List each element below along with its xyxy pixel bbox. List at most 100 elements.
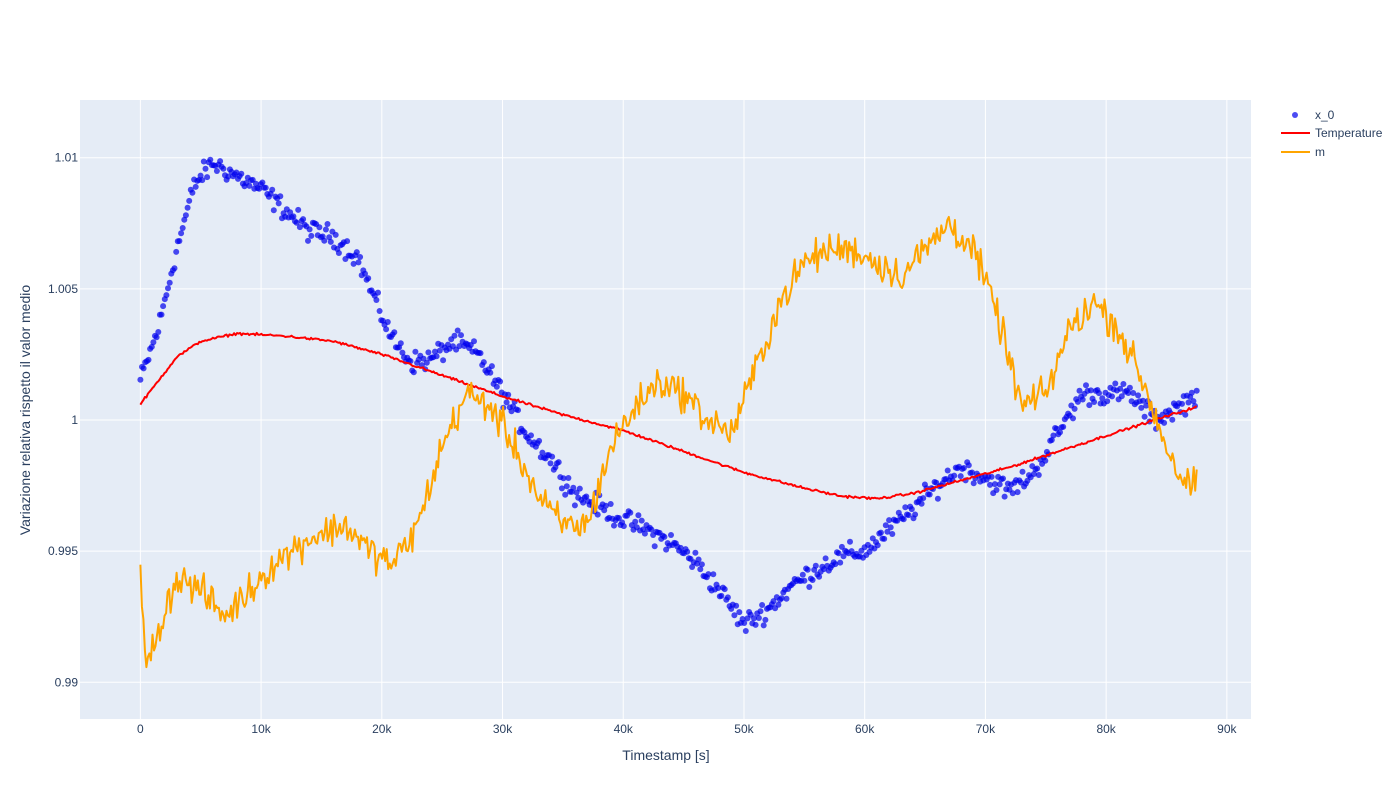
x_0-point (1104, 398, 1111, 405)
x_0-point (1014, 489, 1021, 496)
x_0-point (397, 340, 404, 347)
x_0-point (607, 501, 614, 507)
x_0-point (689, 564, 696, 570)
x_0-point (1143, 402, 1150, 409)
x_0-point (970, 480, 977, 487)
x_0-point (580, 499, 587, 506)
x_0-point (563, 483, 570, 490)
x_0-point (362, 270, 368, 277)
x_0-point (433, 353, 440, 360)
x_0-point (262, 184, 269, 191)
x_0-point (560, 475, 567, 482)
x_0-point (770, 598, 777, 605)
x_0-point (199, 177, 206, 184)
x_0-point (783, 595, 790, 602)
x_0-point (900, 516, 907, 523)
x_0-point (391, 329, 398, 336)
x_0-point (887, 524, 894, 531)
x_0-point (576, 485, 583, 492)
x_0-point (809, 577, 816, 583)
x_0-point (503, 399, 510, 406)
x_0-point (759, 602, 766, 608)
x_0-point (1030, 471, 1037, 477)
x_0-point (695, 556, 702, 563)
x_0-point (991, 481, 998, 488)
x_0-point (1079, 396, 1086, 403)
y-tick-label: 1.005 (48, 282, 78, 296)
x_0-point (1009, 490, 1016, 497)
x_0-point (926, 491, 933, 498)
x_0-point (571, 502, 578, 509)
x_0-point (296, 224, 303, 231)
x_0-point (158, 311, 165, 318)
legend: x_0 Temperature m (1281, 108, 1383, 159)
series-layer (137, 156, 1200, 669)
x_0-point (832, 561, 839, 568)
legend-item-m[interactable]: m (1281, 145, 1325, 159)
x_0-point (1019, 468, 1026, 475)
y-tick-label: 1 (71, 413, 78, 427)
x_0-point (155, 329, 162, 335)
x_0-point (165, 285, 171, 292)
x_0-point (651, 543, 658, 550)
x_0-point (752, 621, 759, 628)
x_0-point (148, 343, 155, 350)
x_0-point (225, 173, 232, 180)
x_0-point (480, 359, 487, 366)
x_0-point (1099, 395, 1106, 402)
x_0-point (960, 465, 967, 471)
x_0-point (536, 437, 543, 444)
x_0-point (425, 349, 432, 356)
x_0-point (1182, 411, 1189, 418)
x_0-point (277, 193, 284, 200)
x_0-point (1042, 457, 1049, 464)
x_0-point (1190, 398, 1197, 405)
x-tick-label: 50k (734, 722, 754, 736)
x_0-point (528, 432, 534, 439)
x_0-point (440, 357, 447, 364)
x_0-point (160, 303, 167, 310)
x_0-point (908, 506, 915, 513)
plot-background (80, 100, 1251, 719)
x_0-point (505, 391, 512, 398)
x_0-point (376, 308, 383, 314)
x_0-point (189, 189, 196, 196)
y-tick-labels: 0.99 0.995 1 1.005 1.01 (48, 151, 78, 690)
x_0-point (558, 485, 565, 492)
x_0-point (200, 158, 207, 165)
x_0-point (1083, 382, 1089, 389)
x_0-point (570, 484, 577, 491)
x-tick-label: 40k (614, 722, 634, 736)
series-x_0 (137, 156, 1200, 634)
x-tick-label: 10k (251, 722, 271, 736)
x_0-point (1076, 387, 1083, 394)
x_0-point (451, 332, 458, 339)
x_0-point (881, 535, 888, 542)
x_0-point (217, 158, 224, 165)
x_0-point (705, 571, 712, 578)
x_0-point (1000, 475, 1006, 482)
x_0-point (1050, 432, 1057, 439)
x_0-point (1109, 393, 1115, 400)
legend-item-x_0[interactable]: x_0 (1292, 108, 1335, 122)
x_0-point (1125, 390, 1132, 396)
x_0-point (373, 297, 380, 303)
x_0-point (357, 254, 364, 260)
x_0-point (140, 365, 147, 372)
x_0-point (295, 206, 302, 213)
x_0-point (884, 528, 891, 535)
x_0-point (1193, 387, 1200, 394)
x_0-point (1071, 405, 1078, 412)
x_0-point (847, 538, 853, 545)
x_0-point (760, 622, 767, 629)
x_0-point (220, 165, 227, 172)
x_0-point (1138, 404, 1145, 411)
x_0-point (638, 517, 645, 524)
x_0-point (355, 259, 362, 266)
legend-item-temperature[interactable]: Temperature (1281, 126, 1383, 140)
series-temperature (139, 331, 1198, 501)
x_0-point (508, 408, 515, 415)
x_0-point (905, 512, 912, 519)
x_0-point (602, 502, 609, 509)
